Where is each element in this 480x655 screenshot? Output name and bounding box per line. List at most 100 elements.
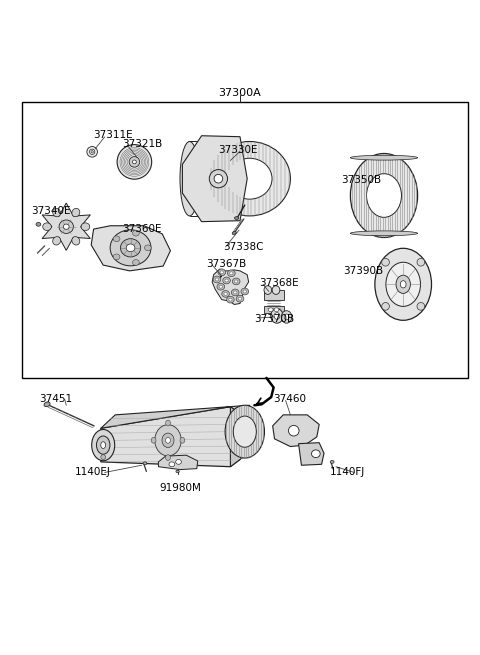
Ellipse shape — [143, 462, 147, 465]
Ellipse shape — [213, 276, 221, 283]
Ellipse shape — [59, 220, 73, 233]
Ellipse shape — [166, 420, 170, 426]
Ellipse shape — [241, 288, 249, 295]
Ellipse shape — [120, 238, 141, 257]
Ellipse shape — [217, 284, 225, 290]
Polygon shape — [158, 455, 198, 470]
Ellipse shape — [92, 430, 115, 460]
Text: 1140FJ: 1140FJ — [330, 468, 365, 477]
Ellipse shape — [233, 416, 256, 447]
Ellipse shape — [231, 289, 239, 296]
Ellipse shape — [209, 141, 290, 216]
Ellipse shape — [400, 281, 406, 288]
FancyBboxPatch shape — [264, 290, 284, 299]
Text: 91980M: 91980M — [159, 483, 201, 493]
Ellipse shape — [214, 174, 223, 183]
Ellipse shape — [129, 157, 140, 167]
Ellipse shape — [101, 441, 106, 449]
Polygon shape — [212, 269, 249, 305]
Ellipse shape — [350, 153, 418, 238]
Ellipse shape — [264, 286, 272, 294]
Text: 37360E: 37360E — [122, 224, 162, 234]
Ellipse shape — [87, 147, 97, 157]
Ellipse shape — [284, 314, 289, 320]
Ellipse shape — [238, 297, 242, 300]
Ellipse shape — [228, 270, 235, 276]
Polygon shape — [299, 443, 324, 465]
Ellipse shape — [132, 259, 139, 265]
Ellipse shape — [223, 277, 230, 284]
Ellipse shape — [43, 223, 51, 231]
Ellipse shape — [274, 312, 280, 320]
Text: 1140EJ: 1140EJ — [74, 468, 110, 477]
Polygon shape — [91, 226, 170, 271]
Polygon shape — [101, 407, 240, 467]
Ellipse shape — [53, 208, 60, 217]
Ellipse shape — [225, 279, 228, 282]
Ellipse shape — [132, 231, 139, 236]
Ellipse shape — [63, 224, 69, 229]
Ellipse shape — [271, 309, 283, 323]
Text: 37311E: 37311E — [94, 130, 133, 141]
Text: 37370B: 37370B — [254, 314, 295, 324]
Ellipse shape — [176, 470, 180, 473]
FancyBboxPatch shape — [264, 307, 284, 313]
Ellipse shape — [81, 223, 90, 231]
Ellipse shape — [44, 402, 50, 407]
Ellipse shape — [53, 236, 60, 245]
Ellipse shape — [215, 278, 219, 281]
Ellipse shape — [243, 290, 247, 293]
Ellipse shape — [162, 433, 174, 447]
Ellipse shape — [110, 230, 151, 266]
Ellipse shape — [288, 425, 299, 436]
Ellipse shape — [72, 208, 80, 217]
Ellipse shape — [209, 170, 228, 188]
Ellipse shape — [233, 291, 237, 294]
Ellipse shape — [232, 231, 236, 234]
Ellipse shape — [222, 291, 229, 297]
Ellipse shape — [89, 149, 95, 155]
Ellipse shape — [382, 303, 389, 310]
Ellipse shape — [375, 248, 432, 320]
Ellipse shape — [417, 303, 425, 310]
Polygon shape — [182, 136, 247, 221]
Polygon shape — [42, 203, 90, 250]
Ellipse shape — [268, 308, 273, 312]
Ellipse shape — [166, 455, 170, 460]
Text: 37350B: 37350B — [341, 175, 381, 185]
Text: 37300A: 37300A — [218, 88, 262, 98]
Ellipse shape — [350, 231, 418, 236]
Ellipse shape — [225, 405, 264, 458]
Polygon shape — [101, 405, 250, 428]
Ellipse shape — [232, 278, 240, 285]
Ellipse shape — [117, 145, 152, 179]
Ellipse shape — [169, 462, 175, 467]
Ellipse shape — [367, 174, 401, 217]
Ellipse shape — [113, 254, 120, 260]
Ellipse shape — [330, 460, 334, 463]
Ellipse shape — [417, 259, 425, 266]
Ellipse shape — [274, 308, 279, 312]
Text: 37367B: 37367B — [206, 259, 247, 269]
Ellipse shape — [176, 460, 181, 464]
Ellipse shape — [166, 438, 170, 443]
Text: 37338C: 37338C — [223, 242, 264, 252]
Ellipse shape — [281, 310, 292, 323]
Text: 37330E: 37330E — [218, 145, 258, 155]
Ellipse shape — [396, 275, 410, 293]
Ellipse shape — [132, 160, 136, 164]
Text: 37340E: 37340E — [31, 206, 71, 216]
Text: 37390B: 37390B — [343, 266, 384, 276]
Ellipse shape — [234, 280, 238, 283]
Polygon shape — [230, 405, 250, 467]
Ellipse shape — [96, 436, 110, 454]
Text: 37460: 37460 — [274, 394, 307, 405]
Ellipse shape — [113, 236, 120, 242]
Ellipse shape — [220, 271, 224, 274]
Ellipse shape — [382, 259, 389, 266]
FancyBboxPatch shape — [22, 102, 468, 378]
Ellipse shape — [144, 245, 151, 251]
Ellipse shape — [227, 296, 234, 303]
Text: 37368E: 37368E — [259, 278, 299, 288]
Ellipse shape — [218, 269, 226, 276]
